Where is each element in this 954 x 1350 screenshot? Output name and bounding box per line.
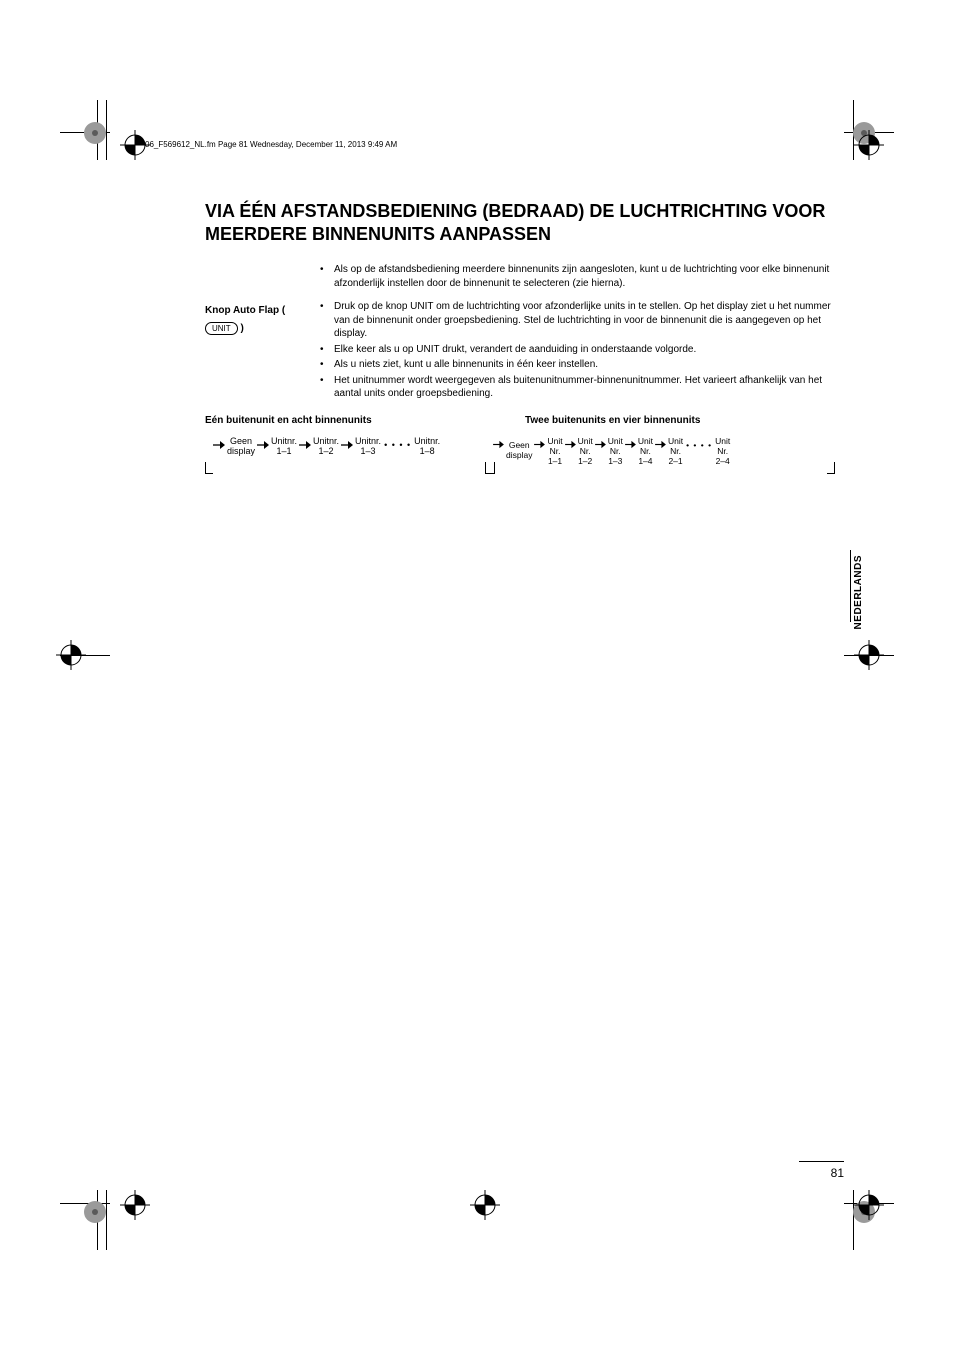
bullet-item: Als u niets ziet, kunt u alle binnenunit…: [320, 358, 835, 372]
arrow-icon: [299, 436, 311, 450]
corner-circle-icon: [80, 118, 110, 153]
flow-label: Unitnr.: [271, 436, 297, 446]
flow-label: 1–1: [548, 456, 562, 466]
flow-item: Unit Nr. 1–1: [547, 436, 562, 467]
arrow-icon: [341, 436, 353, 450]
flow-label: 1–2: [578, 456, 592, 466]
flow-item: Unitnr. 1–1: [271, 436, 297, 458]
label-prefix: Knop Auto Flap (: [205, 305, 285, 316]
registration-mark-icon: [854, 640, 884, 670]
arrow-icon: [493, 436, 504, 449]
arrow-icon: [534, 436, 545, 449]
flow-label: Nr.: [640, 446, 651, 456]
intro-bullets: Als op de afstandsbediening meerdere bin…: [320, 263, 835, 290]
bracket-icon: [205, 462, 213, 474]
flow-label: 1–8: [420, 446, 435, 456]
registration-mark-icon: [56, 640, 86, 670]
flow-label: Nr.: [610, 446, 621, 456]
diagrams: Geen display Unitnr. 1–1 Unitnr. 1–2: [205, 432, 835, 474]
flow-label: 1–4: [638, 456, 652, 466]
intro-bullet: Als op de afstandsbediening meerdere bin…: [320, 263, 835, 290]
bullet-item: Druk op de knop UNIT om de luchtrichting…: [320, 300, 835, 341]
flow-label: Unit: [715, 436, 730, 446]
flow-label: Unitnr.: [414, 436, 440, 446]
registration-mark-icon: [854, 130, 884, 160]
flow-item: Unit Nr. 1–4: [638, 436, 653, 467]
ellipsis-icon: • • • •: [686, 436, 712, 450]
subheading-right: Twee buitenunits en vier binnenunits: [525, 415, 835, 426]
registration-mark-icon: [854, 1190, 884, 1220]
flow-label: Unit: [668, 436, 683, 446]
arrow-icon: [565, 436, 576, 449]
language-tab: NEDERLANDS: [853, 555, 864, 629]
flow-label: 1–2: [319, 446, 334, 456]
flow-item: Unitnr. 1–8: [414, 436, 440, 458]
registration-mark-icon: [470, 1190, 500, 1220]
flow-label: Geen: [509, 440, 530, 450]
arrow-icon: [257, 436, 269, 450]
flow-label: Unitnr.: [313, 436, 339, 446]
flow-label: Geen: [230, 436, 252, 446]
auto-flap-label: Knop Auto Flap ( UNIT ): [205, 305, 285, 334]
flow-start: Geen display: [506, 436, 532, 460]
subheading-left: Eén buitenunit en acht binnenunits: [205, 415, 525, 426]
arrow-icon: [213, 436, 225, 450]
flow-label: display: [227, 446, 255, 456]
flow-label: Nr.: [670, 446, 681, 456]
flow-item: Unit Nr. 1–3: [608, 436, 623, 467]
bullet-item: Elke keer als u op UNIT drukt, verandert…: [320, 343, 835, 357]
auto-flap-row: Knop Auto Flap ( UNIT ) Druk op de knop …: [205, 300, 835, 403]
flow-label: Unit: [578, 436, 593, 446]
bracket-icon: [485, 462, 493, 474]
flow-item: Unit Nr. 1–2: [578, 436, 593, 467]
flow-sequence: Geen display Unit Nr. 1–1 Unit Nr. 1: [491, 432, 835, 467]
unit-badge: UNIT: [205, 322, 238, 335]
bullet-item: Het unitnummer wordt weergegeven als bui…: [320, 374, 835, 401]
flow-label: display: [506, 450, 532, 460]
flow-label: Unit: [547, 436, 562, 446]
flow-label: 2–1: [668, 456, 682, 466]
flow-label: 2–4: [716, 456, 730, 466]
page-number: 81: [799, 1161, 844, 1180]
intro-row: Als op de afstandsbediening meerdere bin…: [205, 263, 835, 292]
corner-circle-icon: [80, 1197, 110, 1232]
flow-label: Nr.: [580, 446, 591, 456]
flow-sequence: Geen display Unitnr. 1–1 Unitnr. 1–2: [211, 432, 495, 458]
flow-label: 1–3: [361, 446, 376, 456]
arrow-icon: [655, 436, 666, 449]
diagram-headings: Eén buitenunit en acht binnenunits Twee …: [205, 415, 835, 426]
flow-label: Unit: [638, 436, 653, 446]
flow-item: Unitnr. 1–3: [355, 436, 381, 458]
arrow-icon: [625, 436, 636, 449]
file-header: 06_F569612_NL.fm Page 81 Wednesday, Dece…: [145, 140, 397, 149]
side-tab-divider: [850, 550, 851, 622]
auto-flap-bullets: Druk op de knop UNIT om de luchtrichting…: [320, 300, 835, 401]
flow-label: Nr.: [717, 446, 728, 456]
flow-label: Nr.: [550, 446, 561, 456]
arrow-icon: [595, 436, 606, 449]
flow-label: Unitnr.: [355, 436, 381, 446]
page-title: VIA ÉÉN AFSTANDSBEDIENING (BEDRAAD) DE L…: [205, 200, 835, 245]
ellipsis-icon: • • • •: [384, 436, 411, 451]
flow-label: 1–3: [608, 456, 622, 466]
registration-mark-icon: [120, 1190, 150, 1220]
label-suffix: ): [240, 323, 243, 334]
flow-item: Unit Nr. 2–1: [668, 436, 683, 467]
diagram-right: Geen display Unit Nr. 1–1 Unit Nr. 1: [485, 432, 835, 474]
flow-label: Unit: [608, 436, 623, 446]
flow-item: Unitnr. 1–2: [313, 436, 339, 458]
bracket-icon: [827, 462, 835, 474]
flow-start: Geen display: [227, 436, 255, 458]
flow-label: 1–1: [277, 446, 292, 456]
page-body: 06_F569612_NL.fm Page 81 Wednesday, Dece…: [205, 105, 835, 474]
diagram-left: Geen display Unitnr. 1–1 Unitnr. 1–2: [205, 432, 495, 474]
flow-item: Unit Nr. 2–4: [715, 436, 730, 467]
